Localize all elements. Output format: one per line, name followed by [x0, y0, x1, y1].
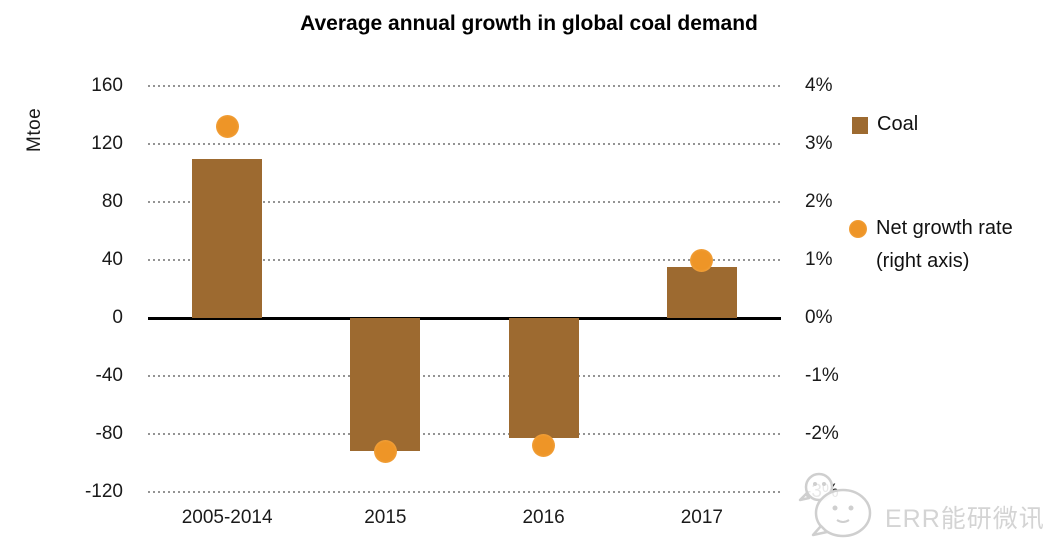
- net-growth-dot-2016: [532, 434, 556, 458]
- right-tick-label: -2%: [805, 423, 839, 444]
- x-label-2005-2014: 2005-2014: [181, 507, 273, 528]
- left-tick-label: 160: [91, 75, 123, 96]
- right-tick-label: 3%: [805, 133, 833, 154]
- bar-2017: [666, 267, 737, 318]
- watermark-text: ERR能研微讯: [885, 505, 1044, 533]
- gridline: [148, 201, 781, 203]
- legend-coal-label: Coal: [877, 113, 919, 135]
- net-growth-dot-2005-2014: [215, 115, 239, 139]
- plot-area: [148, 85, 781, 493]
- gridline: [148, 143, 781, 145]
- left-tick-label: 80: [101, 191, 123, 212]
- x-label-2017: 2017: [680, 507, 724, 528]
- left-tick-label: -40: [95, 365, 123, 386]
- right-tick-label: 0%: [805, 307, 833, 328]
- net-growth-dot-2017: [690, 248, 714, 272]
- chart-title: Average annual growth in global coal dem…: [300, 12, 758, 35]
- gridline: [148, 259, 781, 261]
- x-label-2015: 2015: [364, 507, 407, 528]
- coal-bar-swatch-icon: [852, 117, 868, 134]
- rate-dot-swatch-icon: [849, 220, 867, 238]
- net-growth-dot-2015: [373, 439, 397, 463]
- left-tick-label: 40: [101, 249, 123, 270]
- gridline: [148, 85, 781, 87]
- zero-axis-line: [148, 316, 781, 320]
- bar-2016: [508, 318, 579, 439]
- right-tick-label: 2%: [805, 191, 833, 212]
- left-tick-label: -120: [84, 481, 123, 502]
- left-tick-label: -80: [95, 423, 123, 444]
- bar-2015: [350, 318, 421, 452]
- legend-rate-label: Net growth rate (right axis): [876, 217, 1013, 272]
- right-tick-label: 4%: [805, 75, 833, 96]
- left-axis-title: Mtoe: [24, 107, 45, 152]
- right-tick-label: -1%: [805, 365, 839, 386]
- right-tick-label: 1%: [805, 249, 833, 270]
- left-tick-label: 120: [91, 133, 123, 154]
- gridline: [148, 375, 781, 377]
- gridline: [148, 491, 781, 493]
- left-tick-label: 0: [112, 307, 123, 328]
- err-logo-icon: [798, 472, 872, 538]
- x-label-2016: 2016: [522, 507, 565, 528]
- watermark: ERR能研微讯: [793, 460, 1044, 546]
- gridline: [148, 433, 781, 435]
- bar-2005-2014: [192, 158, 263, 318]
